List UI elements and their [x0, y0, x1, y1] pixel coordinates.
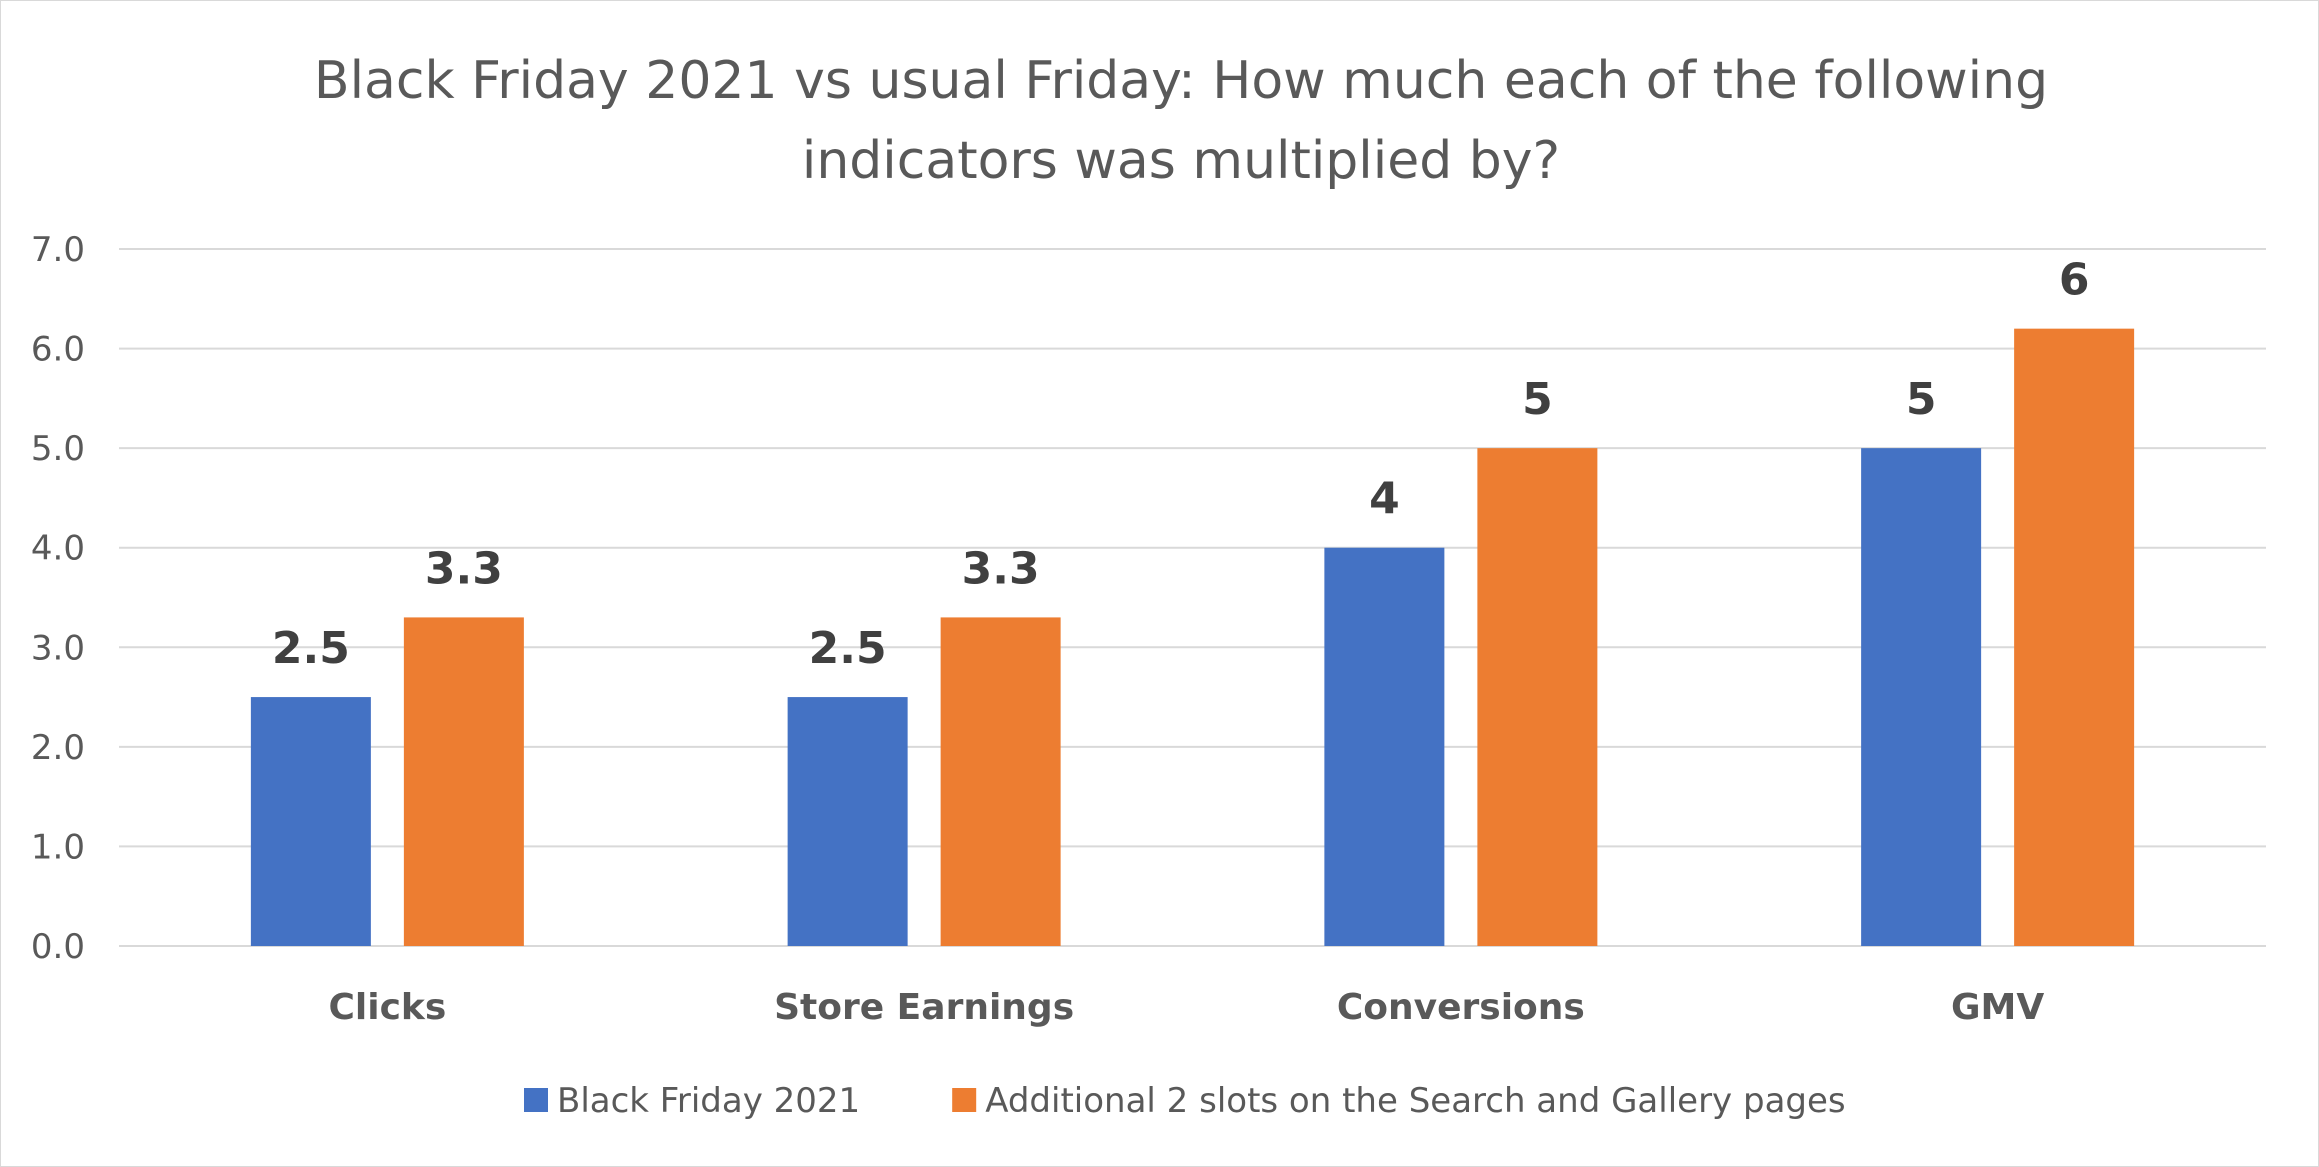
bar [787, 697, 908, 946]
legend-label: Additional 2 slots on the Search and Gal… [985, 1081, 1845, 1121]
chart-title-line-2: indicators was multiplied by? [802, 131, 1560, 191]
y-tick-label: 1.0 [31, 827, 85, 867]
legend-label: Black Friday 2021 [557, 1081, 860, 1121]
bar [1477, 448, 1598, 946]
data-label: 3.3 [962, 543, 1040, 594]
bars [250, 328, 2135, 947]
data-labels: 2.5 3.3 2.5 3.3 4 5 5 6 [272, 255, 2090, 674]
y-tick-label: 2.0 [31, 728, 85, 768]
data-label: 3.3 [425, 543, 503, 594]
data-label: 2.5 [272, 623, 350, 674]
data-label: 5 [1522, 374, 1553, 425]
category-label: Store Earnings [774, 987, 1074, 1028]
chart-title: Black Friday 2021 vs usual Friday: How m… [314, 51, 2048, 191]
bar [1861, 448, 1982, 946]
data-label: 2.5 [809, 623, 887, 674]
data-label: 5 [1906, 374, 1937, 425]
legend-swatch [524, 1088, 548, 1112]
y-tick-label: 0.0 [31, 927, 85, 967]
category-label: GMV [1951, 987, 2044, 1028]
category-label: Conversions [1337, 987, 1585, 1028]
legend-swatch [952, 1088, 977, 1112]
bar [2014, 328, 2135, 947]
y-axis-ticks: 0.0 1.0 2.0 3.0 4.0 5.0 6.0 7.0 [31, 230, 85, 967]
data-label: 6 [2059, 255, 2090, 306]
chart-title-line-1: Black Friday 2021 vs usual Friday: How m… [314, 51, 2048, 111]
bar [403, 617, 524, 946]
bar [1324, 547, 1445, 946]
bar [940, 617, 1061, 946]
bar [250, 697, 371, 946]
y-tick-label: 4.0 [31, 529, 85, 569]
y-tick-label: 6.0 [31, 330, 85, 370]
data-label: 4 [1369, 474, 1400, 525]
legend: Black Friday 2021 Additional 2 slots on t… [524, 1081, 1846, 1121]
y-tick-label: 7.0 [31, 230, 85, 270]
x-axis-categories: Clicks Store Earnings Conversions GMV [328, 987, 2044, 1028]
category-label: Clicks [328, 987, 446, 1028]
y-tick-label: 5.0 [31, 429, 85, 469]
y-tick-label: 3.0 [31, 628, 85, 668]
